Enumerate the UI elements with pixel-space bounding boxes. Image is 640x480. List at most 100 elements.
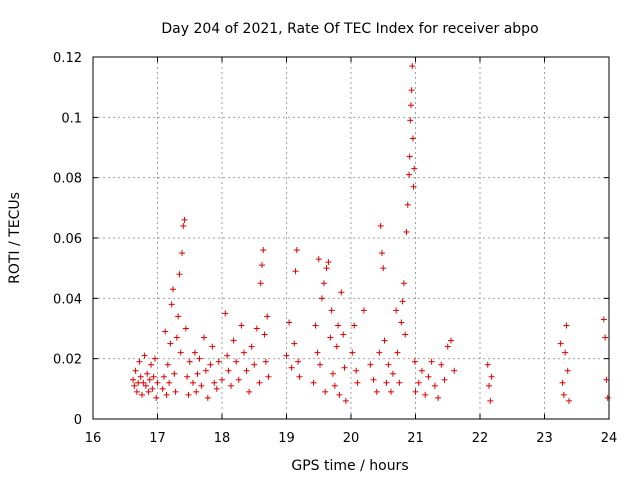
x-tick-labels: 16 17 18 19 20 21 22 23 24	[85, 431, 618, 446]
data-point	[349, 349, 356, 356]
data-point	[603, 376, 610, 383]
data-point	[189, 379, 196, 386]
data-point	[559, 379, 566, 386]
data-point	[213, 385, 220, 392]
data-point	[222, 310, 229, 317]
y-tick-label: 0.02	[53, 353, 82, 368]
data-point	[225, 367, 232, 374]
data-point	[367, 361, 374, 368]
data-point	[177, 349, 184, 356]
data-point	[164, 361, 171, 368]
data-point	[243, 367, 250, 374]
y-axis-label: ROTI / TECUs	[7, 192, 23, 284]
y-tick-label: 0	[74, 413, 82, 428]
data-point	[451, 367, 458, 374]
data-point	[154, 379, 161, 386]
data-point	[159, 385, 166, 392]
data-point	[135, 379, 142, 386]
data-point	[283, 352, 290, 359]
data-point	[566, 397, 573, 404]
y-tick-label: 0.12	[53, 51, 82, 66]
data-point	[373, 388, 380, 395]
data-point	[438, 361, 445, 368]
data-point	[428, 358, 435, 365]
data-point	[340, 331, 347, 338]
data-point	[487, 397, 494, 404]
data-point	[312, 322, 319, 329]
data-point	[408, 87, 415, 94]
y-tick-label: 0.04	[53, 292, 82, 307]
data-point	[142, 382, 149, 389]
data-point	[131, 382, 138, 389]
data-point	[393, 307, 400, 314]
data-point	[264, 313, 271, 320]
data-point	[153, 394, 160, 401]
data-point	[380, 265, 387, 272]
data-point	[381, 337, 388, 344]
data-point	[338, 289, 345, 296]
data-point	[286, 319, 293, 326]
data-point	[194, 370, 201, 377]
data-point	[175, 313, 182, 320]
data-point	[204, 394, 211, 401]
data-point	[370, 376, 377, 383]
data-point	[387, 388, 394, 395]
data-point	[560, 391, 567, 398]
data-point	[162, 328, 169, 335]
data-point	[431, 382, 438, 389]
data-point	[353, 367, 360, 374]
data-point	[441, 376, 448, 383]
data-point	[317, 361, 324, 368]
data-point	[207, 361, 214, 368]
data-point	[148, 361, 155, 368]
data-point	[341, 364, 348, 371]
data-point	[404, 201, 411, 208]
data-point	[256, 379, 263, 386]
data-point	[191, 349, 198, 356]
data-point	[320, 280, 327, 287]
data-point	[376, 349, 383, 356]
data-point	[146, 376, 153, 383]
data-point	[600, 316, 607, 323]
data-point	[150, 373, 157, 380]
data-point	[141, 352, 148, 359]
data-point	[262, 358, 269, 365]
data-point	[233, 358, 240, 365]
x-tick-label: 16	[85, 431, 102, 446]
x-tick-label: 17	[149, 431, 166, 446]
data-point	[144, 370, 151, 377]
data-point	[562, 349, 569, 356]
data-point	[328, 307, 335, 314]
data-point	[235, 376, 242, 383]
data-point	[377, 222, 384, 229]
data-point	[447, 337, 454, 344]
data-point	[396, 379, 403, 386]
data-point	[184, 373, 191, 380]
data-point	[258, 262, 265, 269]
data-point	[172, 388, 179, 395]
data-point	[173, 334, 180, 341]
data-point	[398, 319, 405, 326]
data-point	[411, 358, 418, 365]
data-point	[407, 117, 414, 124]
data-point	[403, 228, 410, 235]
x-tick-label: 23	[536, 431, 553, 446]
data-point	[230, 337, 237, 344]
data-point	[351, 322, 358, 329]
data-point	[149, 385, 156, 392]
data-point	[198, 382, 205, 389]
data-point	[394, 349, 401, 356]
data-point	[186, 358, 193, 365]
axis-ticks	[92, 56, 610, 420]
data-point	[418, 367, 425, 374]
data-point	[378, 250, 385, 257]
data-point	[163, 391, 170, 398]
data-point	[435, 394, 442, 401]
data-point	[160, 373, 167, 380]
data-point	[295, 358, 302, 365]
y-tick-label: 0.1	[61, 111, 82, 126]
data-point	[209, 343, 216, 350]
data-point	[484, 361, 491, 368]
y-tick-label: 0.08	[53, 172, 82, 187]
